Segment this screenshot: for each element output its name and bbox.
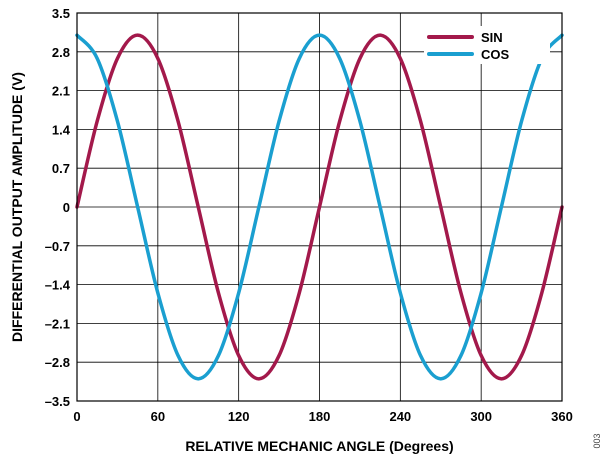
series-line-sin [75, 33, 564, 381]
y-tick-label: 0 [63, 200, 70, 215]
y-tick-label: 3.5 [52, 6, 70, 21]
y-tick-label: 2.1 [52, 84, 70, 99]
series-layer [75, 33, 564, 381]
figure-id: 003 [592, 433, 602, 448]
y-tick-label: –2.8 [45, 355, 70, 370]
legend-background [424, 26, 550, 64]
y-tick-label: –2.1 [45, 316, 70, 331]
series-line-cos [75, 33, 564, 381]
y-axis-title: DIFFERENTIAL OUTPUT AMPLITUDE (V) [9, 72, 25, 342]
y-tick-label: –0.7 [45, 239, 70, 254]
legend: SIN COS [424, 26, 550, 64]
x-tick-label: 360 [551, 409, 573, 424]
x-tick-label: 240 [389, 409, 411, 424]
grid [77, 13, 562, 401]
x-tick-label: 60 [151, 409, 165, 424]
legend-label-sin: SIN [481, 30, 503, 45]
y-tick-label: –3.5 [45, 394, 70, 409]
x-tick-label: 120 [228, 409, 250, 424]
x-tick-label: 0 [73, 409, 80, 424]
x-tick-label: 300 [470, 409, 492, 424]
y-tick-label: 2.8 [52, 45, 70, 60]
y-tick-label: –1.4 [45, 278, 71, 293]
x-axis-title: RELATIVE MECHANIC ANGLE (Degrees) [185, 438, 453, 454]
tick-labels: 0 60 120 180 240 300 360 3.5 2.8 2.1 1.4 0.7 0 –0.7 –1… [45, 6, 573, 424]
y-tick-label: 0.7 [52, 161, 70, 176]
y-tick-label: 1.4 [52, 122, 71, 137]
legend-label-cos: COS [481, 47, 510, 62]
x-tick-label: 180 [309, 409, 331, 424]
plot-frame [76, 12, 563, 402]
